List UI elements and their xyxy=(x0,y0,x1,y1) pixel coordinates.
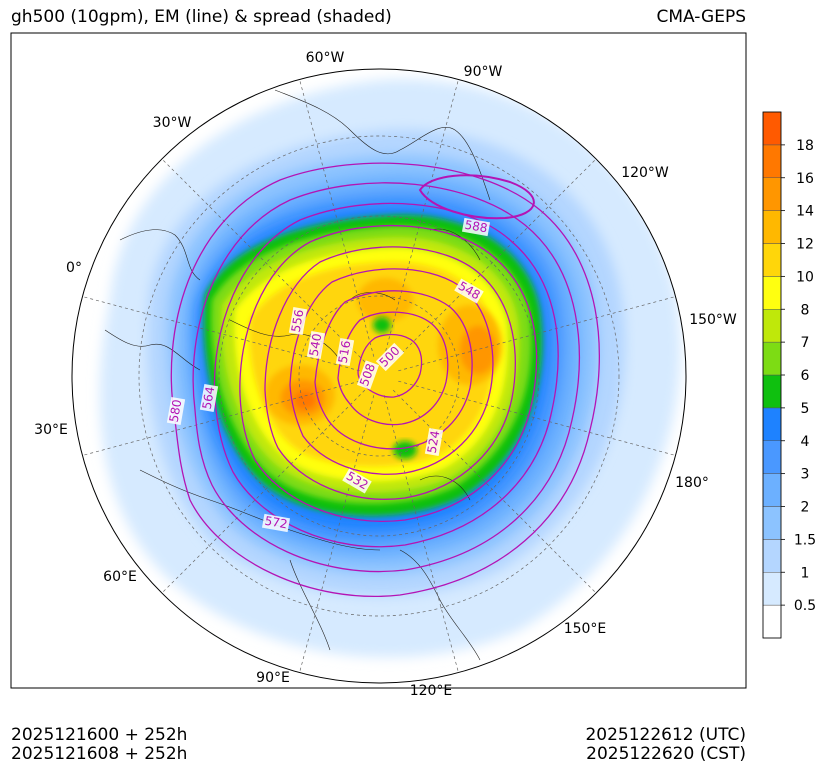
colorbar-label: 12 xyxy=(796,237,814,253)
longitude-label: 30°E xyxy=(34,422,68,438)
longitude-label: 90°E xyxy=(256,670,290,686)
colorbar-label: 5 xyxy=(801,401,810,417)
colorbar-swatch xyxy=(762,572,782,606)
longitude-label: 150°E xyxy=(564,621,607,637)
colorbar-swatch xyxy=(762,111,782,146)
contour-label: 564 xyxy=(200,383,219,413)
valid-time: 2025122612 (UTC) 2025122620 (CST) xyxy=(585,726,746,764)
longitude-label: 150°W xyxy=(689,312,737,328)
longitude-label: 60°E xyxy=(103,569,137,585)
colorbar-swatch xyxy=(762,243,782,277)
init-cst: 2025121608 + 252h xyxy=(11,744,188,764)
spread-band-16 xyxy=(294,391,316,409)
valid-utc: 2025122612 (UTC) xyxy=(585,725,746,745)
colorbar-label: 10 xyxy=(796,269,814,285)
colorbar-swatch xyxy=(762,210,782,244)
colorbar-swatch xyxy=(762,276,782,310)
colorbar-label: 8 xyxy=(801,302,810,318)
colorbar-swatch xyxy=(762,539,782,573)
colorbar-label: 14 xyxy=(796,204,814,220)
longitude-label: 30°W xyxy=(153,115,192,131)
colorbar-label: 1 xyxy=(801,565,810,581)
contour-label: 540 xyxy=(307,330,326,360)
graticule xyxy=(138,135,620,617)
init-time: 2025121600 + 252h 2025121608 + 252h xyxy=(11,726,187,764)
colorbar-swatch xyxy=(762,604,782,639)
svg-text:588: 588 xyxy=(464,218,489,236)
longitude-label: 120°W xyxy=(621,165,669,181)
colorbar-swatch xyxy=(762,374,782,409)
colorbar-label: 6 xyxy=(801,368,810,384)
svg-text:572: 572 xyxy=(264,514,289,532)
spread-island-a xyxy=(393,441,417,459)
spread-band-12-c xyxy=(357,278,413,322)
model-name: CMA-GEPS xyxy=(656,7,746,27)
contour-lines xyxy=(170,162,601,597)
colorbar-swatch xyxy=(762,309,782,343)
longitude-label: 0° xyxy=(66,260,82,276)
contour-label: 580 xyxy=(167,396,186,426)
contour-label: 516 xyxy=(336,337,355,367)
colorbar-swatch xyxy=(762,177,782,211)
colorbar-label: 2 xyxy=(801,500,810,516)
contour-label: 556 xyxy=(289,306,308,336)
colorbar-swatch xyxy=(762,407,782,441)
colorbar-label: 0.5 xyxy=(794,598,816,614)
valid-cst: 2025122620 (CST) xyxy=(586,744,746,764)
svg-text:524: 524 xyxy=(425,429,443,454)
svg-text:580: 580 xyxy=(167,398,185,423)
longitude-label: 90°W xyxy=(464,64,503,80)
colorbar-label: 18 xyxy=(796,138,814,154)
contour-label: 524 xyxy=(425,427,444,457)
svg-text:564: 564 xyxy=(200,385,218,410)
colorbar-label: 1.5 xyxy=(794,532,816,548)
chart-title: gh500 (10gpm), EM (line) & spread (shade… xyxy=(11,7,392,27)
colorbar-swatch xyxy=(762,473,782,507)
globe-boundary xyxy=(71,68,687,684)
longitude-labels: 60°W 90°W 30°W 120°W 0° 150°W 30°E 180° 60°E 150°… xyxy=(34,50,737,699)
spread-island-b xyxy=(373,317,391,333)
longitude-label: 180° xyxy=(675,475,709,491)
colorbar-swatch xyxy=(762,440,782,474)
longitude-label: 120°E xyxy=(410,683,453,699)
coastlines xyxy=(104,89,491,661)
svg-text:516: 516 xyxy=(336,339,354,364)
contour-label: 588 xyxy=(461,218,491,237)
colorbar-label: 3 xyxy=(801,467,810,483)
colorbar-swatch xyxy=(762,341,782,376)
init-utc: 2025121600 + 252h xyxy=(11,725,188,745)
longitude-label: 60°W xyxy=(306,50,345,66)
colorbar-label: 7 xyxy=(801,335,810,351)
colorbar-swatch xyxy=(762,506,782,540)
colorbar-label: 4 xyxy=(801,434,810,450)
colorbar-label: 16 xyxy=(796,171,814,187)
svg-text:556: 556 xyxy=(289,308,307,333)
svg-text:540: 540 xyxy=(307,332,325,357)
colorbar-swatch xyxy=(762,144,782,178)
contour-label: 572 xyxy=(261,514,291,533)
contour-label: 508 xyxy=(356,360,380,390)
